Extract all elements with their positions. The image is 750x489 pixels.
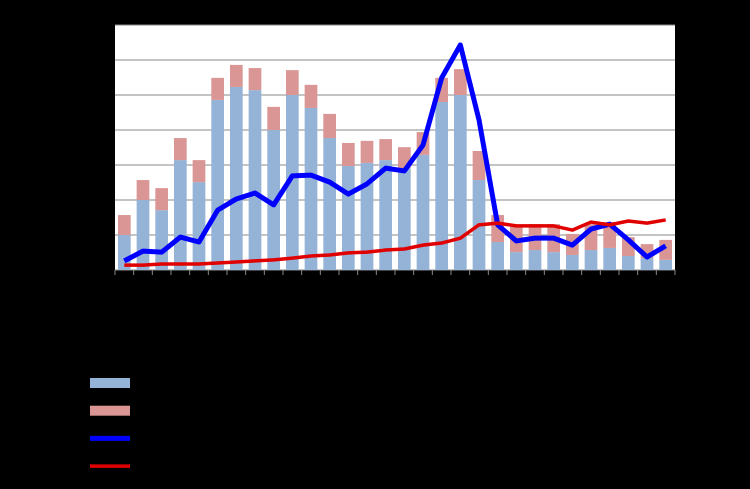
legend-swatch bbox=[90, 405, 130, 416]
bar-segment bbox=[509, 252, 523, 270]
bar-segment bbox=[603, 247, 617, 270]
bar-segment bbox=[584, 250, 598, 270]
bar-segment bbox=[360, 162, 374, 270]
bar-segment bbox=[136, 200, 150, 270]
bar-segment bbox=[453, 95, 467, 270]
bar-segment bbox=[117, 215, 131, 235]
bar-segment bbox=[267, 130, 281, 270]
bar-segment bbox=[397, 168, 411, 270]
line bbox=[123, 42, 667, 264]
bar-segment bbox=[248, 68, 262, 91]
bar-segment bbox=[211, 99, 225, 271]
bar-segment bbox=[323, 113, 337, 139]
bar-segment bbox=[285, 95, 299, 270]
bar-segment bbox=[323, 138, 337, 270]
bar-segment bbox=[659, 259, 673, 270]
bar-segment bbox=[173, 138, 187, 161]
bar-segment bbox=[640, 258, 654, 270]
bar-segment bbox=[304, 107, 318, 270]
bar-segment bbox=[192, 160, 206, 183]
bar-segment bbox=[435, 102, 449, 270]
bar-segment bbox=[379, 160, 393, 270]
bar-segment bbox=[229, 86, 243, 270]
bar-segment bbox=[155, 210, 169, 270]
bar-segment bbox=[472, 151, 486, 181]
bar-segment bbox=[416, 154, 430, 270]
bar-segment bbox=[229, 64, 243, 87]
bar-segment bbox=[192, 182, 206, 270]
bar-segment bbox=[547, 252, 561, 270]
bar-segment bbox=[285, 70, 299, 95]
bar-segment bbox=[491, 242, 505, 270]
bar-segment bbox=[341, 142, 355, 167]
bar-segment bbox=[248, 90, 262, 270]
bar-segment bbox=[621, 256, 635, 270]
bar-segment bbox=[453, 69, 467, 95]
bar-segment bbox=[304, 84, 318, 108]
bar-segment bbox=[173, 160, 187, 270]
bar-segment bbox=[155, 188, 169, 211]
legend-swatch bbox=[90, 378, 130, 388]
bar-segment bbox=[360, 140, 374, 163]
bar-segment bbox=[136, 180, 150, 200]
line bbox=[124, 218, 666, 267]
bar-segment bbox=[267, 106, 281, 130]
bar-segment bbox=[528, 250, 542, 270]
bar-segment bbox=[379, 139, 393, 161]
bar-segment bbox=[565, 254, 579, 270]
bar-segment bbox=[211, 77, 225, 100]
